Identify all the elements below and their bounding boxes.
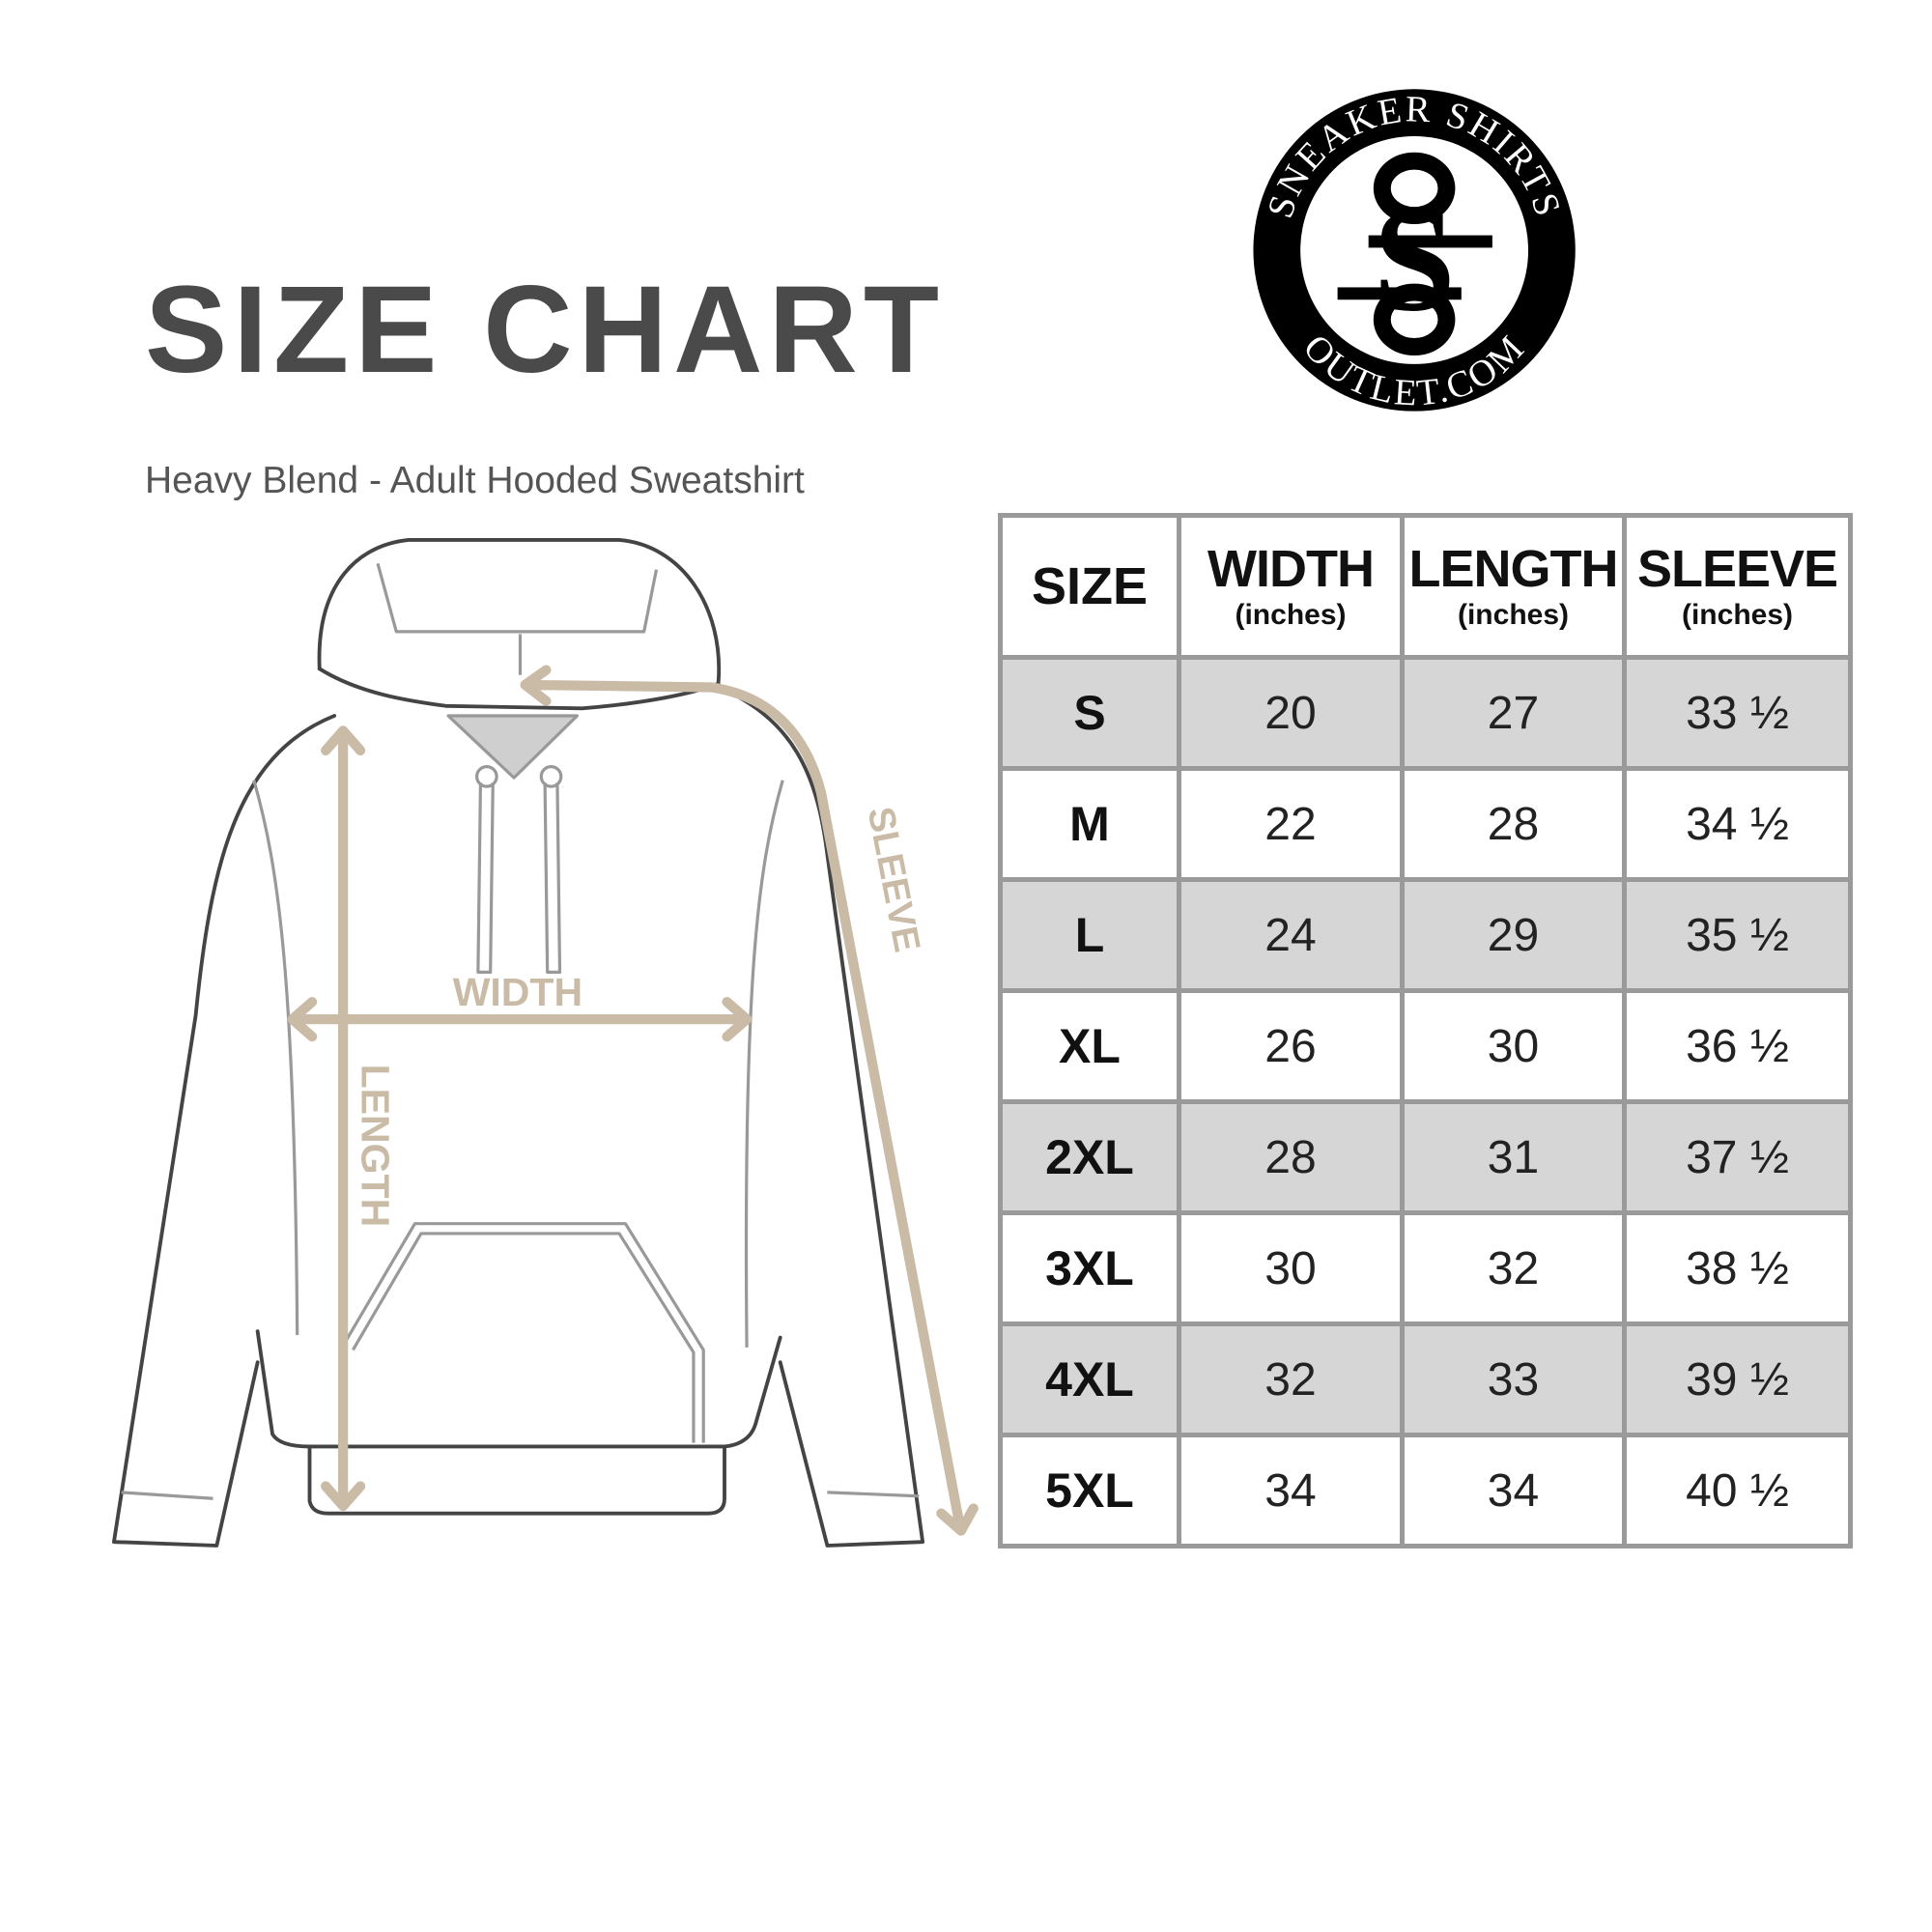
cell-width: 20 — [1177, 655, 1405, 771]
table-row: 4XL 32 33 39 ½ — [998, 1321, 1853, 1437]
cell-sleeve: 34 ½ — [1622, 766, 1853, 882]
cell-length: 30 — [1400, 988, 1627, 1104]
table-header-row: SIZE WIDTH (inches) LENGTH (inches) SLEEVE… — [998, 513, 1853, 660]
hoodie-outline — [112, 538, 925, 1548]
table-row: 2XL 28 31 37 ½ — [998, 1099, 1853, 1215]
cell-length: 33 — [1400, 1321, 1627, 1437]
hoodie-inner-lines — [121, 562, 920, 1500]
page-title: SIZE CHART — [145, 261, 945, 399]
cell-size: 4XL — [998, 1321, 1181, 1437]
cell-length: 29 — [1400, 877, 1627, 993]
cell-sleeve: 40 ½ — [1622, 1433, 1853, 1548]
measure-arrows — [287, 665, 979, 1536]
cell-size: 3XL — [998, 1210, 1181, 1326]
cell-width: 32 — [1177, 1321, 1405, 1437]
cell-width: 28 — [1177, 1099, 1405, 1215]
size-table: SIZE WIDTH (inches) LENGTH (inches) SLEEVE… — [998, 513, 1853, 1548]
length-arrow — [321, 725, 366, 1512]
table-row: L 24 29 35 ½ — [998, 877, 1853, 993]
cell-width: 26 — [1177, 988, 1405, 1104]
cell-size: 2XL — [998, 1099, 1181, 1215]
sleeve-label: SLEEVE — [860, 804, 928, 955]
cell-sleeve: 33 ½ — [1622, 655, 1853, 771]
cell-length: 34 — [1400, 1433, 1627, 1548]
brand-logo: SNEAKER SHIRTS OUTLET.COM S — [1253, 89, 1576, 414]
cell-size: M — [998, 766, 1181, 882]
table-row: 5XL 34 34 40 ½ — [998, 1433, 1853, 1548]
header-sleeve: SLEEVE (inches) — [1622, 513, 1853, 660]
width-arrow — [287, 997, 753, 1042]
cell-width: 22 — [1177, 766, 1405, 882]
table-row: S 20 27 33 ½ — [998, 655, 1853, 771]
cell-size: L — [998, 877, 1181, 993]
cell-width: 34 — [1177, 1433, 1405, 1548]
table-row: M 22 28 34 ½ — [998, 766, 1853, 882]
cell-sleeve: 37 ½ — [1622, 1099, 1853, 1215]
cell-sleeve: 38 ½ — [1622, 1210, 1853, 1326]
width-label: WIDTH — [453, 970, 582, 1014]
cell-size: XL — [998, 988, 1181, 1104]
table-row: XL 26 30 36 ½ — [998, 988, 1853, 1104]
cell-width: 30 — [1177, 1210, 1405, 1326]
cell-sleeve: 39 ½ — [1622, 1321, 1853, 1437]
cell-length: 31 — [1400, 1099, 1627, 1215]
length-label: LENGTH — [353, 1065, 397, 1228]
cell-length: 27 — [1400, 655, 1627, 771]
header-length: LENGTH (inches) — [1400, 513, 1627, 660]
cell-length: 32 — [1400, 1210, 1627, 1326]
header-width: WIDTH (inches) — [1177, 513, 1405, 660]
cell-size: 5XL — [998, 1433, 1181, 1548]
sleeve-arrow — [520, 665, 979, 1536]
cell-size: S — [998, 655, 1181, 771]
cell-length: 28 — [1400, 766, 1627, 882]
table-row: 3XL 30 32 38 ½ — [998, 1210, 1853, 1326]
cell-width: 24 — [1177, 877, 1405, 993]
cell-sleeve: 36 ½ — [1622, 988, 1853, 1104]
cell-sleeve: 35 ½ — [1622, 877, 1853, 993]
header-size: SIZE — [998, 513, 1181, 660]
page-subtitle: Heavy Blend - Adult Hooded Sweatshirt — [145, 460, 805, 501]
